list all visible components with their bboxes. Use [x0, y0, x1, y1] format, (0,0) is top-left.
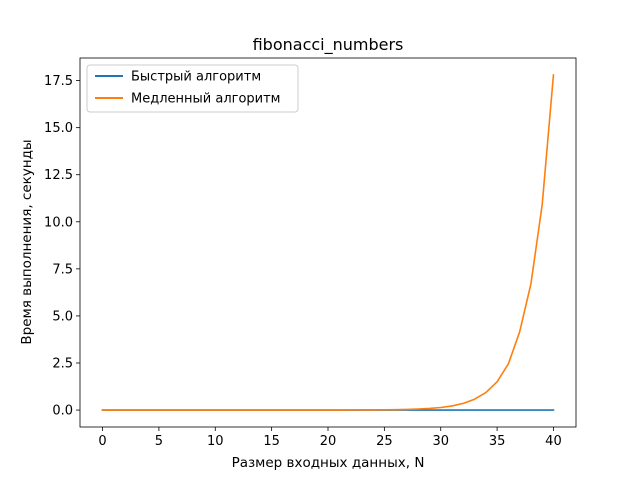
- y-tick-label: 2.5: [52, 356, 73, 371]
- legend-label-fast: Быстрый алгоритм: [131, 70, 261, 85]
- chart-title: fibonacci_numbers: [253, 35, 404, 55]
- x-tick-label: 40: [545, 434, 562, 449]
- y-tick-label: 5.0: [52, 309, 73, 324]
- legend-box: [86, 64, 299, 113]
- x-tick-label: 10: [207, 434, 224, 449]
- x-tick-label: 20: [320, 434, 337, 449]
- y-tick-label: 10.0: [44, 215, 73, 230]
- series-line-slow: [101, 74, 555, 411]
- x-tick-label: 15: [263, 434, 280, 449]
- y-tick-label: 17.5: [44, 74, 73, 89]
- x-tick-label: 35: [489, 434, 506, 449]
- x-tick-label: 5: [155, 434, 163, 449]
- y-axis-label: Время выполнения, секунды: [19, 139, 35, 344]
- x-tick-label: 25: [376, 434, 393, 449]
- x-axis-label: Размер входных данных, N: [232, 455, 425, 471]
- x-tick-label: 30: [432, 434, 449, 449]
- legend-label-slow: Медленный алгоритм: [131, 92, 281, 107]
- y-tick-label: 15.0: [44, 121, 73, 136]
- x-tick-label: 0: [98, 434, 106, 449]
- plot-area: [80, 58, 576, 427]
- y-tick-label: 0.0: [52, 404, 73, 419]
- y-tick-label: 7.5: [52, 262, 73, 277]
- legend: Быстрый алгоритм Медленный алгоритм: [86, 64, 299, 113]
- y-tick-label: 12.5: [44, 168, 73, 183]
